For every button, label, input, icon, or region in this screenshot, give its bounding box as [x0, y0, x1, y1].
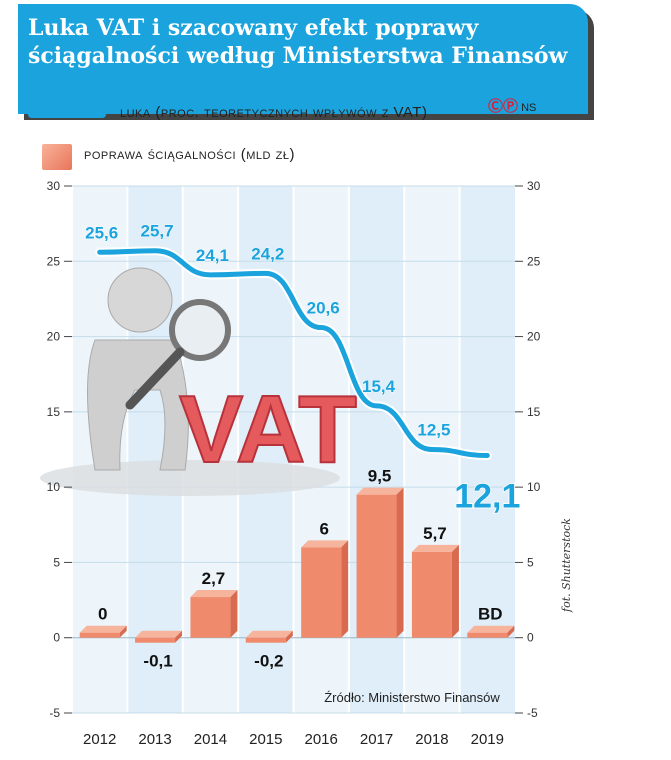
legend-bar-label: poprawa ściągalności (mld zł) — [84, 146, 295, 163]
legend-bar-swatch — [42, 144, 72, 170]
bar-top — [356, 487, 404, 495]
bar-value-label: 2,7 — [202, 569, 226, 588]
copyright-logo: ⒸⓅ — [488, 98, 519, 115]
bar-value-label: 5,7 — [423, 524, 447, 543]
x-tick-label: 2013 — [138, 731, 171, 748]
x-tick-label: 2017 — [360, 731, 393, 748]
line-value-label: 20,6 — [307, 299, 340, 318]
y-tick-label-left: 15 — [47, 405, 61, 419]
line-value-label: 12,1 — [454, 478, 520, 516]
bar-top — [411, 544, 459, 552]
copyright-credit: ⒸⓅ NS — [488, 95, 536, 116]
bar-top — [79, 625, 127, 633]
bar-top — [467, 625, 515, 633]
line-value-label: 24,1 — [196, 246, 229, 265]
bar-side — [175, 630, 183, 643]
bar — [301, 547, 342, 638]
bar-value-label: 0 — [98, 605, 107, 624]
bars: 0 -0,1 2,7 -0,2 6 9,5 5,7 BD — [79, 467, 515, 671]
line-value-label: 12,5 — [417, 421, 450, 440]
bar-top — [301, 540, 349, 548]
y-tick-label-right: 15 — [527, 405, 541, 419]
bar — [356, 494, 397, 638]
x-tick-label: 2015 — [249, 731, 282, 748]
line-value-label: 25,7 — [141, 222, 174, 241]
bar-value-label: BD — [478, 605, 503, 624]
bar-side — [341, 540, 349, 638]
author-initials: NS — [521, 102, 537, 114]
bar-side — [285, 630, 293, 643]
photo-credit: fot. Shutterstock — [560, 518, 573, 612]
x-tick-label: 2012 — [83, 731, 116, 748]
y-tick-label-right: -5 — [527, 706, 538, 720]
line-value-label: 24,2 — [251, 244, 284, 263]
bar — [135, 637, 176, 643]
bar-top — [135, 630, 183, 638]
y-tick-label-left: 30 — [47, 179, 61, 193]
y-tick-label-left: 25 — [47, 254, 61, 268]
column-band — [459, 186, 515, 713]
bar — [79, 632, 120, 638]
x-tick-label: 2016 — [305, 731, 338, 748]
bar-side — [230, 590, 238, 638]
bar-top — [245, 630, 293, 638]
chart-title: Luka VAT i szacowany efekt poprawy ściąg… — [28, 15, 568, 69]
y-tick-label-left: 20 — [47, 330, 61, 344]
bar-side — [396, 487, 404, 638]
bar-value-label: -0,2 — [254, 652, 283, 671]
bar — [467, 632, 508, 638]
source-note: Źródło: Ministerstwo Finansów — [324, 690, 500, 705]
title-banner — [18, 4, 588, 114]
x-tick-label: 2018 — [415, 731, 448, 748]
bar-value-label: 6 — [319, 519, 328, 538]
illustration: VAT — [40, 267, 358, 496]
y-tick-label-left: -5 — [49, 706, 60, 720]
y-tick-label-right: 20 — [527, 330, 541, 344]
y-tick-label-right: 0 — [527, 631, 534, 645]
x-tick-label: 2014 — [194, 731, 227, 748]
bar-value-label: -0,1 — [143, 652, 172, 671]
y-tick-label-right: 30 — [527, 179, 541, 193]
line-series: 25,6 25,7 24,1 24,2 20,6 15,4 12,5 12,1 — [85, 221, 521, 516]
x-tick-label: 2019 — [471, 731, 504, 748]
bar — [190, 597, 231, 638]
y-tick-label-right: 25 — [527, 254, 541, 268]
y-tick-label-left: 5 — [53, 555, 60, 569]
line-value-label: 15,4 — [362, 377, 396, 396]
legend-line-label: luka (proc. teoretycznych wpływów z VAT) — [120, 104, 428, 121]
vat-graphic-text: VAT — [179, 376, 357, 483]
legend-line-swatch — [28, 111, 106, 118]
y-tick-label-left: 10 — [47, 480, 61, 494]
line-value-label: 25,6 — [85, 223, 118, 242]
line-path — [97, 248, 490, 459]
y-tick-label-right: 5 — [527, 555, 534, 569]
bar-side — [119, 625, 127, 638]
y-tick-label-left: 0 — [53, 631, 60, 645]
bar-side — [507, 625, 515, 638]
bar — [245, 637, 286, 643]
bar — [411, 551, 452, 638]
bar-side — [451, 544, 459, 638]
y-tick-label-right: 10 — [527, 480, 541, 494]
bar-value-label: 9,5 — [368, 467, 392, 486]
bar-top — [190, 590, 238, 598]
